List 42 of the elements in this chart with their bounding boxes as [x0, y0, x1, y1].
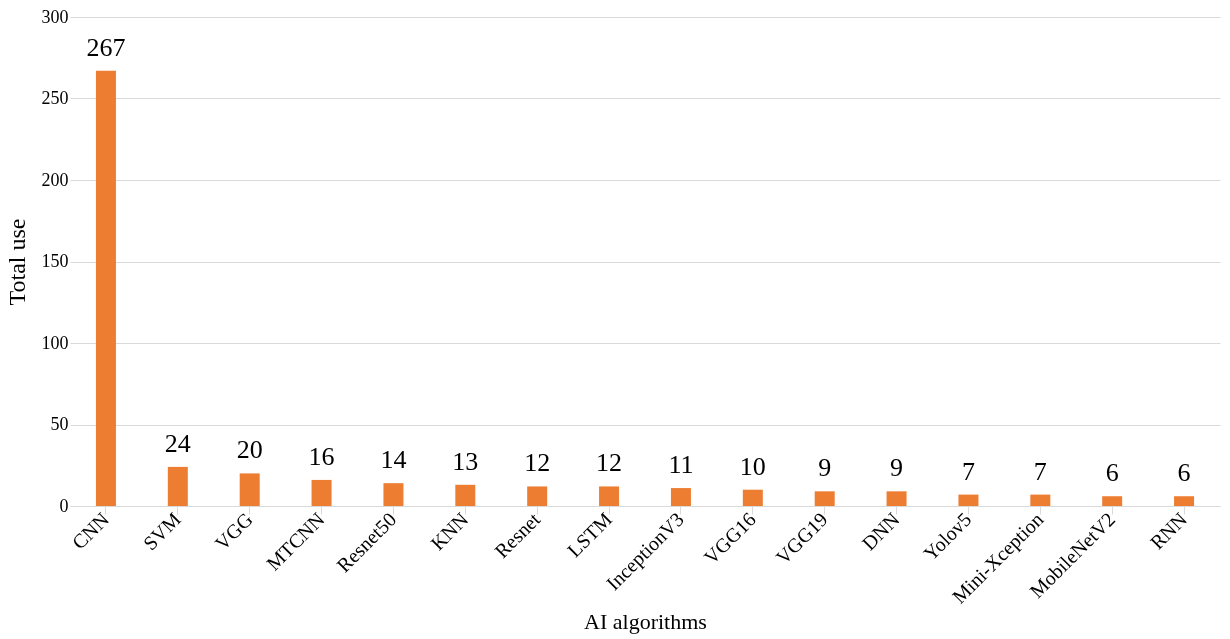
x-axis-title: AI algorithms — [584, 608, 707, 634]
y-tick-label: 150 — [41, 251, 69, 271]
bar — [239, 473, 260, 506]
bar — [167, 466, 188, 506]
data-label: 7 — [961, 456, 975, 486]
data-label: 9 — [890, 453, 904, 483]
data-label: 20 — [236, 435, 263, 465]
y-axis-title: Total use — [3, 218, 30, 306]
data-label: 24 — [164, 428, 191, 458]
data-label: 16 — [308, 441, 335, 471]
bar — [1174, 496, 1195, 506]
data-label: 12 — [596, 448, 623, 478]
y-tick-label: 300 — [41, 6, 69, 27]
bar — [95, 70, 116, 506]
bar — [1030, 494, 1051, 506]
data-label: 9 — [818, 453, 832, 483]
y-tick-label: 100 — [41, 332, 69, 353]
y-tick-label: 250 — [41, 88, 69, 108]
bar — [527, 486, 548, 506]
data-label: 11 — [668, 450, 694, 480]
bar — [599, 486, 620, 506]
bar — [958, 494, 979, 506]
data-label: 267 — [86, 32, 126, 62]
bar — [1102, 496, 1123, 506]
bar — [670, 488, 691, 506]
data-label: 6 — [1105, 458, 1119, 488]
y-tick-label: 50 — [50, 414, 69, 434]
bar — [886, 491, 907, 506]
data-label: 14 — [380, 445, 407, 475]
y-tick-label: 0 — [59, 495, 69, 516]
bar — [383, 483, 404, 506]
bar — [455, 484, 476, 506]
data-label: 6 — [1177, 458, 1191, 488]
x-tick-label: VGG — [210, 508, 257, 555]
data-label: 10 — [739, 451, 766, 481]
bar — [311, 479, 332, 506]
bar — [742, 489, 763, 506]
y-tick-label: 200 — [41, 169, 69, 190]
bar — [814, 491, 835, 506]
data-label: 13 — [452, 446, 479, 476]
data-label: 7 — [1033, 456, 1047, 486]
data-label: 12 — [524, 448, 551, 478]
